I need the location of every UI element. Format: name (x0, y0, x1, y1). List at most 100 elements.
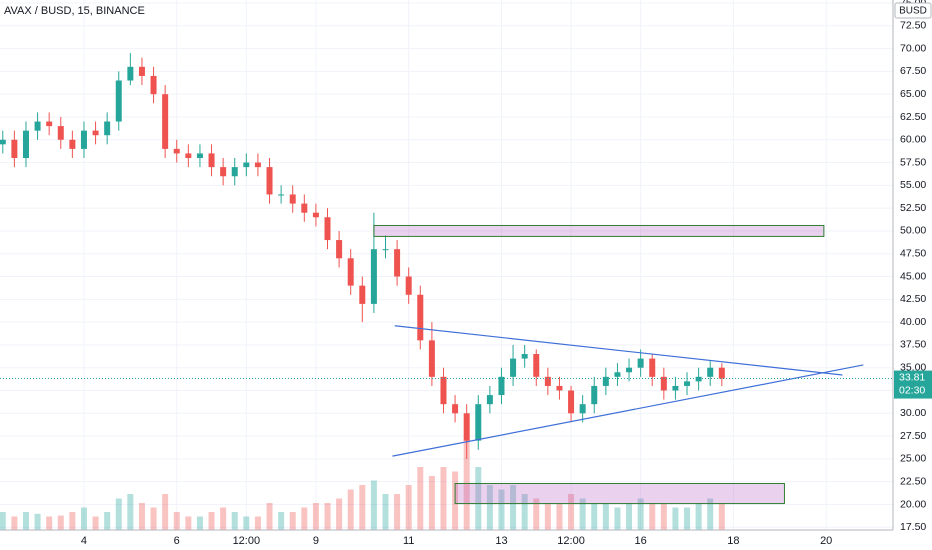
candle-body (510, 358, 517, 377)
volume-bar (196, 516, 203, 530)
currency-label: BUSD (899, 6, 927, 17)
candle-body (637, 358, 644, 368)
candle-body (614, 372, 621, 377)
y-tick-label: 57.50 (900, 156, 926, 168)
volume-bar (707, 498, 714, 530)
candle-body (591, 385, 598, 405)
candle-body (138, 66, 145, 76)
candle-body (173, 148, 180, 154)
candle-body (57, 126, 64, 140)
volume-bar (626, 503, 633, 530)
candle-body (707, 367, 714, 377)
volume-bar (347, 489, 354, 530)
volume-bar (672, 507, 679, 530)
countdown-label: 02:30 (899, 384, 925, 396)
zone (373, 224, 825, 237)
candle-body (115, 80, 122, 122)
axes: 17.5020.0022.5025.0027.5030.0032.5035.00… (81, 0, 932, 547)
last-price-box (894, 370, 932, 399)
y-tick-label: 52.50 (900, 202, 926, 214)
candle-body (660, 376, 667, 391)
volume-bar (370, 480, 377, 530)
volume-bar (417, 467, 424, 530)
volume-bar (568, 494, 575, 530)
volume-bar (162, 494, 169, 530)
volume-bar (92, 516, 99, 530)
x-tick-label: 18 (727, 535, 739, 547)
candle-body (568, 390, 575, 414)
chart-title: AVAX / BUSD, 15, BINANCE (4, 5, 145, 17)
volume-bar (556, 503, 563, 530)
candle-body (649, 358, 656, 377)
volume-bar (521, 494, 528, 530)
y-tick-label: 25.00 (900, 453, 926, 465)
candle-body (46, 121, 53, 127)
candle-body (162, 94, 169, 149)
volume-bar (637, 498, 644, 530)
volume-bar (695, 503, 702, 530)
volume-bar (220, 507, 227, 530)
candle-body (104, 121, 111, 136)
last-price-label: 33.81 (899, 371, 925, 383)
candle-body (301, 203, 308, 213)
volume-bar (544, 503, 551, 530)
volume-bar (660, 503, 667, 530)
x-tick-label: 13 (495, 535, 507, 547)
volume-bar (591, 503, 598, 530)
y-tick-label: 62.50 (900, 111, 926, 123)
volume-bar (231, 512, 238, 530)
volume-bar (11, 516, 18, 530)
candle-body (370, 249, 377, 304)
trend-line (394, 325, 843, 376)
volume-bar (510, 485, 517, 530)
volume-bar (312, 503, 319, 530)
volume-bar (394, 494, 401, 530)
volume-bar (486, 485, 493, 530)
currency-box[interactable] (894, 2, 932, 19)
candle-body (127, 66, 134, 81)
volume-bar (80, 507, 87, 530)
volume-bar (684, 507, 691, 530)
candle-body (626, 367, 633, 373)
candle-body (498, 376, 505, 396)
y-tick-label: 37.50 (900, 339, 926, 351)
volume-bar (104, 512, 111, 530)
volume-bar (498, 489, 505, 530)
volume-bar (138, 503, 145, 530)
volume-bar (614, 507, 621, 530)
candle-body (0, 139, 6, 145)
candle-body (359, 285, 366, 304)
volume-bar (34, 513, 41, 530)
x-tick-label: 12:00 (233, 535, 261, 547)
candle-body (475, 404, 482, 441)
x-tick-label: 4 (81, 535, 87, 547)
y-tick-label: 47.50 (900, 248, 926, 260)
volume-bar (428, 476, 435, 530)
volume-bar (289, 512, 296, 530)
volume-pane (0, 440, 725, 530)
candle-body (428, 340, 435, 377)
volume-bar (22, 512, 29, 530)
volume-bar (533, 498, 540, 530)
volume-bar (382, 494, 389, 530)
candle-body (231, 167, 238, 177)
y-tick-label: 67.50 (900, 65, 926, 77)
candle-body (336, 240, 343, 259)
y-tick-label: 27.50 (900, 430, 926, 442)
volume-bar (266, 503, 273, 530)
candle-body (150, 75, 157, 95)
y-tick-label: 20.00 (900, 498, 926, 510)
candle-body (544, 376, 551, 386)
candle-body (347, 258, 354, 286)
volume-bar (127, 494, 134, 530)
candle-body (312, 212, 319, 218)
volume-bar (173, 512, 180, 530)
candle-body (92, 130, 99, 136)
volume-bar (602, 503, 609, 530)
volume-bar (115, 498, 122, 530)
y-tick-label: 60.00 (900, 134, 926, 146)
candle-body (185, 153, 192, 158)
y-tick-label: 30.00 (900, 407, 926, 419)
candle-body (452, 404, 459, 414)
